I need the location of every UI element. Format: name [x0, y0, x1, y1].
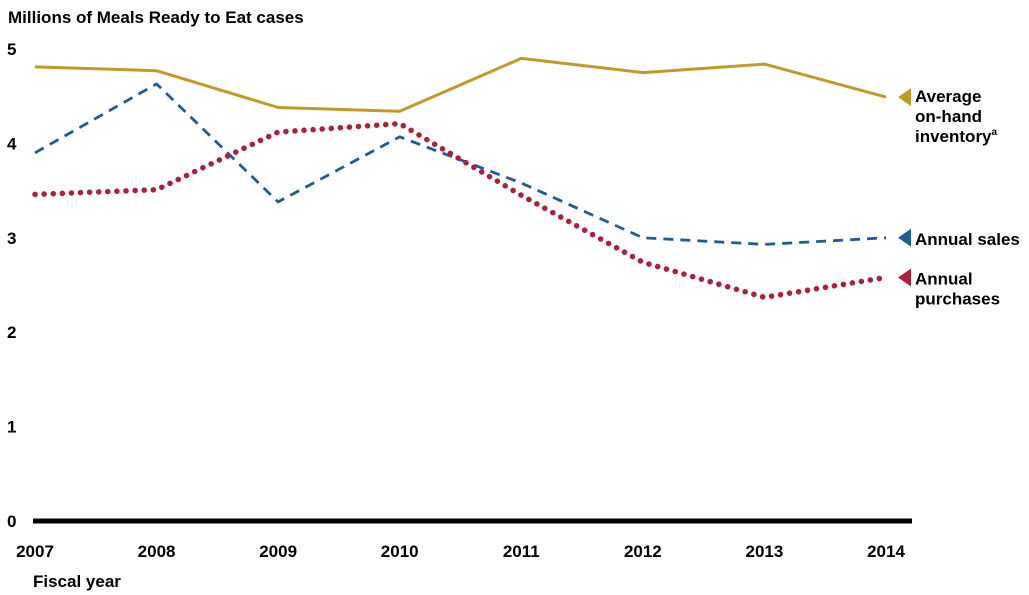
x-tick-label: 2011 — [503, 542, 540, 561]
series-line-annual-purchases — [32, 120, 889, 301]
x-tick-label: 2009 — [259, 542, 297, 561]
series-line-average-inventory — [34, 56, 887, 113]
series-label-average-inventory: Average — [915, 87, 981, 106]
x-tick-label: 2012 — [624, 542, 662, 561]
y-tick-label: 4 — [7, 134, 17, 153]
series-label-average-inventory: inventorya — [915, 127, 998, 146]
x-tick-label: 2008 — [138, 542, 176, 561]
x-tick-label: 2010 — [381, 542, 419, 561]
series-label-annual-sales: Annual sales — [915, 230, 1020, 249]
series-label-average-inventory: on-hand — [915, 107, 982, 126]
x-tick-label: 2013 — [746, 542, 784, 561]
x-tick-labels: 2007 2008 2009 2010 2011 2012 2013 2014 — [16, 542, 905, 561]
y-tick-label: 5 — [7, 40, 16, 59]
series-label-annual-purchases: purchases — [915, 289, 1000, 308]
legend-marker-average-inventory — [898, 88, 911, 107]
y-tick-label: 0 — [7, 512, 16, 531]
y-tick-label: 1 — [7, 418, 16, 437]
y-tick-label: 2 — [7, 323, 16, 342]
footnote-marker: a — [992, 127, 998, 138]
series-line-annual-sales — [34, 82, 887, 246]
series-label-annual-purchases: Annual — [915, 269, 973, 288]
x-axis-title: Fiscal year — [33, 572, 121, 591]
x-tick-label: 2007 — [16, 542, 54, 561]
y-tick-label: 3 — [7, 229, 16, 248]
series-lines — [32, 56, 889, 301]
x-tick-label: 2014 — [867, 542, 905, 561]
legend-marker-annual-purchases — [898, 268, 911, 287]
legend-marker-annual-sales — [898, 228, 911, 247]
y-tick-labels: 0 1 2 3 4 5 — [7, 40, 17, 531]
y-axis-title: Millions of Meals Ready to Eat cases — [8, 8, 304, 27]
